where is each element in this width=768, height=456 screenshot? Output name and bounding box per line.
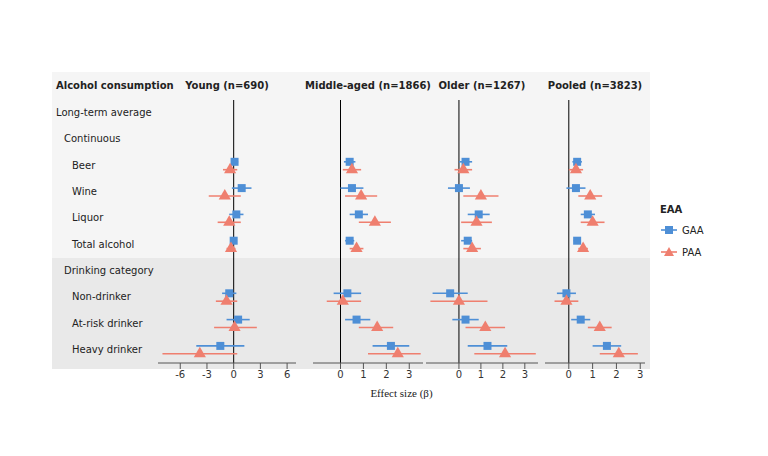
html-text:Continuous: Continuous xyxy=(64,133,121,145)
html-text:EAA: EAA xyxy=(660,204,683,215)
html-text:GAA: GAA xyxy=(682,224,704,236)
html-text:Young (n=690): Young (n=690) xyxy=(185,80,269,91)
html-text:Liquor: Liquor xyxy=(72,212,104,224)
svg-text:0: 0 xyxy=(337,369,343,380)
svg-text:1: 1 xyxy=(589,369,595,380)
html-text:At-risk drinker: At-risk drinker xyxy=(72,317,143,329)
html-text:Drinking category: Drinking category xyxy=(64,264,154,276)
svg-text:6: 6 xyxy=(284,369,290,380)
html-text:Pooled (n=3823): Pooled (n=3823) xyxy=(547,80,643,91)
html-text:Non-drinker: Non-drinker xyxy=(72,291,131,303)
html-text:Heavy drinker: Heavy drinker xyxy=(72,343,143,355)
svg-text:1: 1 xyxy=(360,369,366,380)
html-text:Older (n=1267): Older (n=1267) xyxy=(438,80,526,91)
html-text:Effect size (β): Effect size (β) xyxy=(370,387,433,399)
html-text:Long-term average: Long-term average xyxy=(56,107,152,119)
html-text:Total alcohol: Total alcohol xyxy=(72,238,135,250)
svg-text:3: 3 xyxy=(257,369,263,380)
svg-text:2: 2 xyxy=(383,369,389,380)
svg-text:0: 0 xyxy=(230,369,236,380)
html-text:PAA: PAA xyxy=(682,246,702,258)
html-text:Alcohol consumption: Alcohol consumption xyxy=(56,80,174,91)
svg-text:0: 0 xyxy=(456,369,462,380)
svg-text:2: 2 xyxy=(613,369,619,380)
svg-text:-6: -6 xyxy=(175,369,185,380)
html-text:Wine: Wine xyxy=(72,186,97,197)
svg-text:0: 0 xyxy=(566,369,572,380)
svg-text:3: 3 xyxy=(637,369,643,380)
svg-text:3: 3 xyxy=(406,369,412,380)
svg-text:2: 2 xyxy=(500,369,506,380)
svg-text:3: 3 xyxy=(522,369,528,380)
svg-text:1: 1 xyxy=(478,369,484,380)
html-text:Middle-aged (n=1866): Middle-aged (n=1866) xyxy=(305,80,431,91)
html-text:Beer: Beer xyxy=(72,159,96,171)
svg-text:-3: -3 xyxy=(202,369,212,380)
